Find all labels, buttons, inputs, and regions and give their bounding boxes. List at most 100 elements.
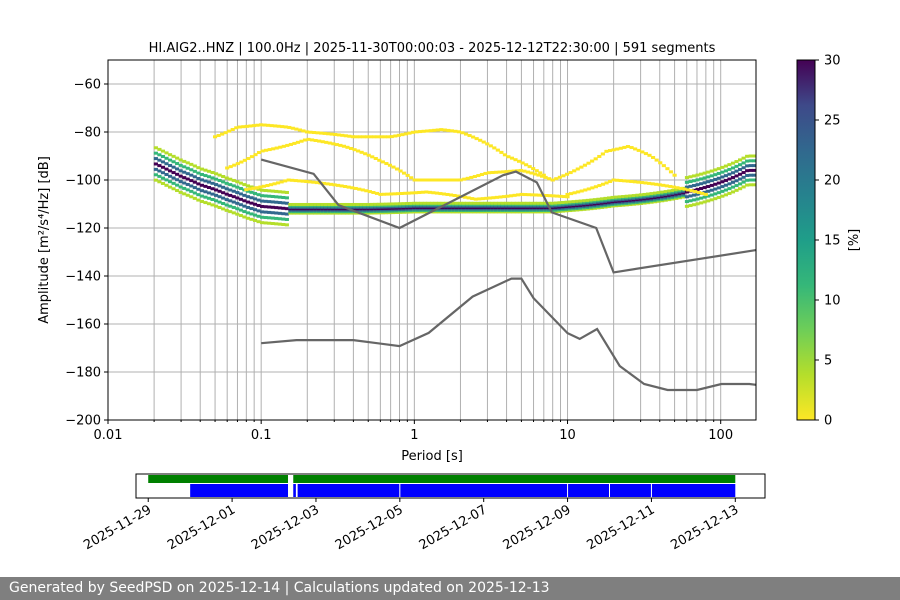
heatmap-cell	[310, 138, 315, 142]
heatmap-cell	[406, 191, 411, 195]
heatmap-cell	[720, 189, 725, 193]
heatmap-cell	[688, 204, 693, 208]
heatmap-cell	[294, 127, 299, 131]
heatmap-cell	[185, 172, 190, 176]
y-tick-label: −200	[65, 414, 101, 429]
heatmap-cell	[741, 180, 746, 184]
heatmap-cell	[445, 192, 450, 196]
heatmap-cell	[461, 201, 466, 205]
noise-model-line	[260, 158, 757, 274]
heatmap-cell	[727, 191, 732, 195]
heatmap-cell	[217, 195, 222, 199]
heatmap-cell	[266, 123, 271, 127]
heatmap-cell	[300, 179, 305, 183]
heatmap-cell	[360, 188, 365, 192]
heatmap-cell	[203, 179, 208, 183]
y-tick-label: −100	[65, 174, 101, 189]
heatmap-cell	[394, 167, 400, 171]
heatmap-cell	[716, 181, 721, 185]
heatmap-cell	[572, 191, 577, 195]
heatmap-cell	[264, 148, 269, 152]
coverage-bars	[148, 475, 736, 497]
heatmap-cell	[252, 197, 258, 201]
heatmap-cell	[636, 148, 641, 152]
heatmap-cell	[235, 191, 240, 195]
heatmap-cell	[206, 202, 212, 206]
heatmap-cell	[330, 202, 335, 206]
heatmap-cell	[745, 164, 750, 168]
heatmap-cell	[196, 187, 201, 191]
heatmap-cell	[249, 207, 254, 211]
heatmap-cell	[752, 154, 757, 158]
heatmap-cell	[281, 206, 286, 210]
heatmap-cell	[175, 178, 180, 182]
heatmap-cell	[748, 164, 753, 168]
heatmap-cell	[206, 180, 212, 184]
heatmap-cell	[543, 175, 548, 179]
heatmap-cell	[228, 177, 233, 181]
heatmap-cell	[557, 175, 562, 179]
heatmap-cell	[752, 173, 757, 177]
heatmap-cell	[242, 210, 247, 214]
heatmap-cell	[748, 178, 753, 182]
heatmap-cell	[629, 146, 634, 150]
heatmap-cell	[224, 208, 229, 212]
heatmap-cell	[583, 188, 588, 192]
heatmap-cell	[313, 202, 318, 206]
heatmap-cell	[308, 130, 313, 134]
heatmap-cell	[301, 129, 306, 133]
heatmap-cell	[245, 216, 251, 220]
heatmap-cell	[695, 192, 700, 196]
heatmap-cell	[476, 174, 481, 178]
heatmap-cell	[217, 205, 222, 209]
heatmap-cell	[499, 150, 504, 154]
heatmap-cell	[167, 153, 173, 157]
heatmap-cell	[239, 160, 244, 164]
heatmap-cell	[353, 186, 358, 190]
heatmap-cell	[210, 171, 215, 175]
heatmap-cell	[199, 167, 204, 171]
heatmap-cell	[529, 201, 534, 205]
heatmap-cell	[720, 165, 725, 169]
heatmap-cell	[217, 184, 222, 188]
heatmap-cell	[458, 178, 463, 182]
heatmap-cell	[291, 202, 297, 206]
heatmap-cell	[217, 189, 222, 193]
heatmap-cell	[734, 160, 739, 164]
heatmap-cell	[649, 192, 654, 196]
colorbar-tick-label: 15	[824, 234, 841, 249]
colorbar-tick-label: 25	[824, 114, 841, 129]
heatmap-cell	[306, 137, 311, 141]
colorbar-tick-label: 0	[824, 414, 832, 429]
heatmap-cell	[283, 125, 288, 129]
heatmap-cell	[178, 174, 183, 178]
heatmap-cell	[281, 195, 286, 199]
heatmap-cell	[403, 191, 408, 195]
heatmap-cell	[441, 192, 447, 196]
heatmap-cell	[734, 188, 739, 192]
heatmap-cell	[260, 199, 265, 203]
heatmap-cell	[221, 185, 226, 189]
heatmap-cell	[185, 182, 190, 186]
heatmap-cell	[331, 142, 336, 146]
heatmap-cell	[522, 169, 527, 173]
heatmap-cell	[544, 193, 549, 197]
heatmap-cell	[454, 201, 459, 205]
heatmap-cell	[288, 142, 293, 146]
heatmap-cell	[245, 189, 251, 193]
heatmap-cell	[255, 123, 260, 127]
heatmap-cell	[611, 178, 616, 182]
heatmap-cell	[221, 196, 226, 200]
heatmap-cell	[189, 162, 194, 166]
heatmap-cell	[629, 179, 634, 183]
heatmap-cell	[185, 161, 190, 165]
heatmap-cell	[182, 181, 187, 185]
heatmap-cell	[213, 188, 219, 192]
heatmap-cell	[175, 172, 180, 176]
heatmap-cell	[263, 199, 268, 203]
heatmap-cell	[405, 202, 410, 206]
heatmap-cell	[178, 169, 183, 173]
heatmap-cell	[550, 178, 555, 182]
heatmap-cell	[274, 200, 279, 204]
heatmap-cell	[723, 174, 728, 178]
